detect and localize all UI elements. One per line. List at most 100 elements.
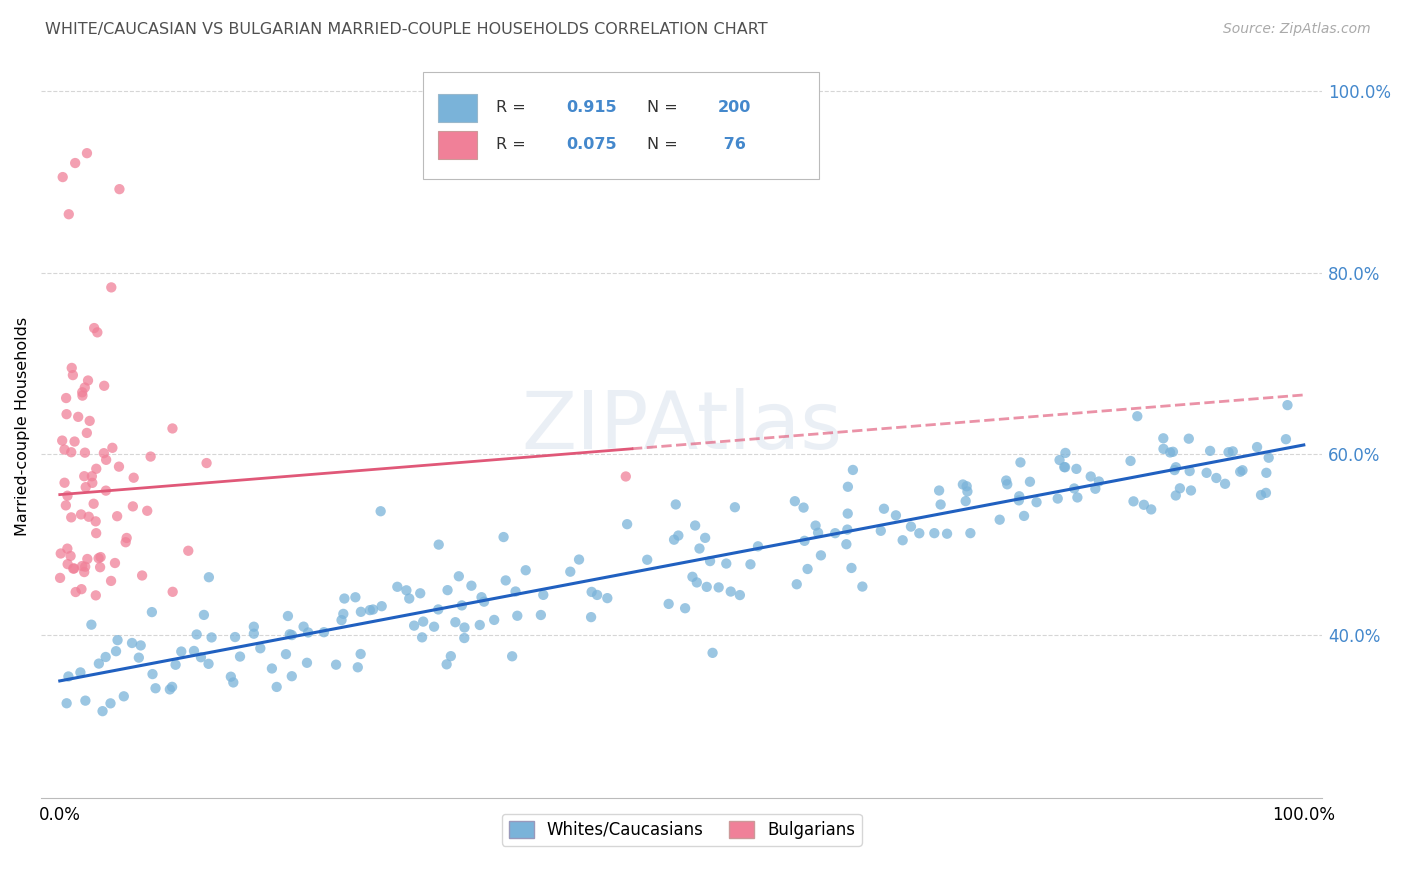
Point <box>1213 476 1236 491</box>
Point <box>260 661 283 675</box>
Point <box>696 580 718 594</box>
Point <box>560 565 582 579</box>
Point <box>350 605 373 619</box>
Point <box>900 519 922 533</box>
Point <box>1275 432 1298 446</box>
Point <box>55 391 77 405</box>
Point <box>1133 498 1156 512</box>
Point <box>84 588 107 602</box>
Point <box>492 530 515 544</box>
Point <box>70 385 93 400</box>
Point <box>312 625 335 640</box>
Point <box>1199 443 1222 458</box>
Point <box>793 500 815 515</box>
Point <box>586 588 609 602</box>
Point <box>72 389 94 403</box>
Point <box>908 526 931 541</box>
Point <box>77 374 100 388</box>
Point <box>724 500 747 515</box>
Point <box>453 631 475 645</box>
Point <box>297 625 319 640</box>
Point <box>112 690 135 704</box>
Point <box>1063 482 1085 496</box>
Point <box>77 509 100 524</box>
Point <box>55 407 77 421</box>
Point <box>197 657 219 671</box>
Point <box>145 681 167 696</box>
Point <box>73 469 96 483</box>
Point <box>662 533 685 547</box>
Point <box>195 456 218 470</box>
Point <box>1163 463 1185 477</box>
Point <box>94 483 117 498</box>
Point <box>170 644 193 658</box>
Point <box>91 704 114 718</box>
Point <box>666 528 689 542</box>
Point <box>86 326 108 340</box>
Point <box>162 584 184 599</box>
Point <box>222 675 245 690</box>
Point <box>108 182 131 196</box>
Point <box>160 680 183 694</box>
Point <box>1119 454 1142 468</box>
Point <box>1222 444 1244 458</box>
Point <box>427 602 450 616</box>
Point <box>1254 486 1277 500</box>
Point <box>955 494 977 508</box>
Point <box>699 554 721 568</box>
Point <box>447 569 470 583</box>
Point <box>84 514 107 528</box>
Point <box>229 649 252 664</box>
Point <box>76 552 98 566</box>
Point <box>83 497 105 511</box>
Point <box>793 533 815 548</box>
Point <box>193 607 215 622</box>
Point <box>837 480 859 494</box>
Point <box>330 613 353 627</box>
Point <box>114 535 136 549</box>
Point <box>936 526 959 541</box>
Point <box>84 526 107 541</box>
Text: ZIPAtlas: ZIPAtlas <box>522 388 842 466</box>
Point <box>243 626 266 640</box>
Text: N =: N = <box>647 136 683 152</box>
Point <box>159 682 181 697</box>
Point <box>1153 442 1175 456</box>
Point <box>427 538 450 552</box>
Point <box>183 644 205 658</box>
Point <box>55 499 77 513</box>
Point <box>349 647 371 661</box>
FancyBboxPatch shape <box>439 94 477 122</box>
Point <box>956 484 979 499</box>
Point <box>689 541 711 556</box>
Point <box>165 657 187 672</box>
Point <box>58 207 80 221</box>
Point <box>281 628 304 642</box>
Point <box>842 463 865 477</box>
Point <box>956 479 979 493</box>
Point <box>186 627 208 641</box>
Point <box>412 615 434 629</box>
Point <box>141 605 163 619</box>
Point <box>73 380 96 394</box>
Point <box>56 489 79 503</box>
Point <box>841 561 863 575</box>
Point <box>720 584 742 599</box>
Text: R =: R = <box>496 136 531 152</box>
Point <box>90 550 112 565</box>
Point <box>468 618 491 632</box>
Point <box>501 649 523 664</box>
Point <box>450 599 472 613</box>
Point <box>707 581 730 595</box>
Point <box>80 617 103 632</box>
Point <box>52 170 75 185</box>
Point <box>929 498 952 512</box>
Point <box>1152 431 1174 445</box>
Point <box>636 553 658 567</box>
Point <box>1008 489 1031 503</box>
Point <box>75 480 97 494</box>
Point <box>1195 466 1218 480</box>
Point <box>683 518 706 533</box>
Point <box>1049 453 1071 467</box>
Point <box>1010 455 1032 469</box>
